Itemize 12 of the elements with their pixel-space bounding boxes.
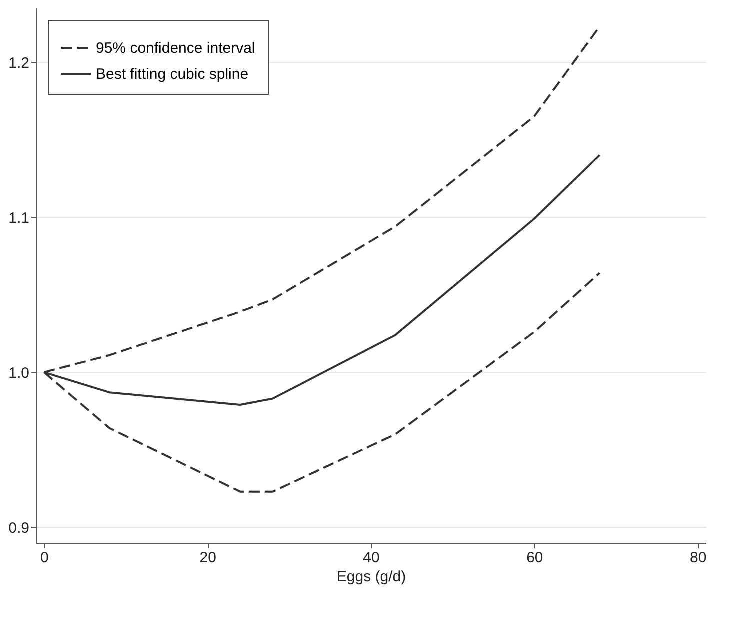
x-tick-label: 60 (526, 550, 544, 566)
x-tick-label: 20 (200, 550, 216, 566)
x-axis-title: Eggs (g/d) (336, 568, 406, 586)
x-tick-label: 80 (690, 550, 707, 566)
x-tick-label: 40 (363, 550, 380, 566)
legend-label: 95% confidence interval (96, 40, 256, 57)
y-tick-label: 0.9 (8, 520, 30, 537)
y-tick-label: 1.0 (8, 364, 30, 382)
legend-label: Best fitting cubic spline (96, 66, 249, 83)
y-tick-label: 1.2 (8, 54, 30, 72)
y-tick-label: 1.1 (8, 210, 30, 227)
x-tick-label: 0 (40, 550, 49, 566)
